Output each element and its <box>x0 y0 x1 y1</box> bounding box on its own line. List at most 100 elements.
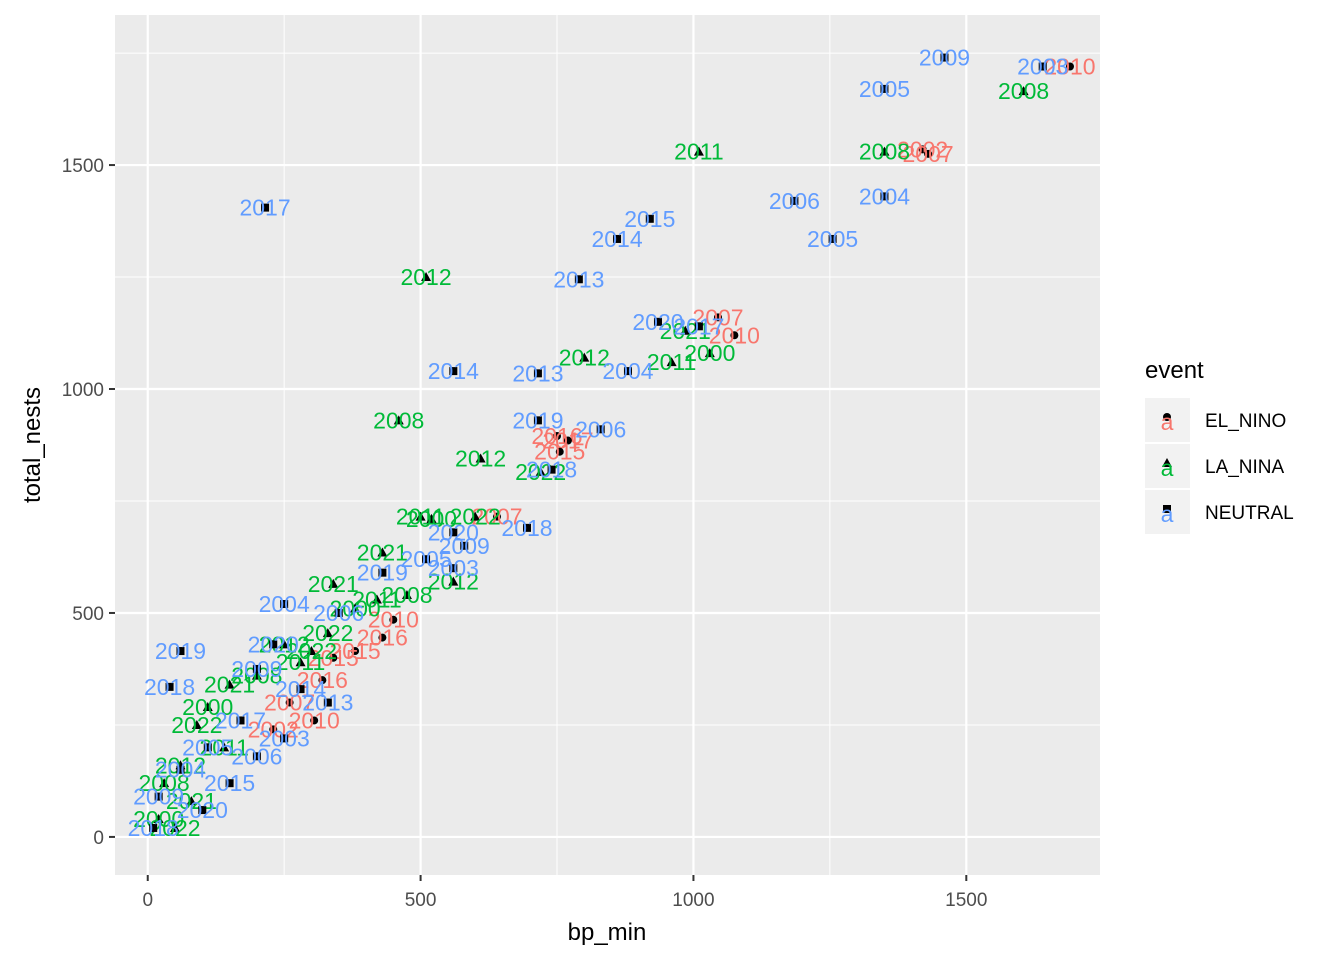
data-point-label: 2012 <box>455 445 506 471</box>
data-point-label: 2005 <box>182 734 233 760</box>
data-point <box>165 682 174 691</box>
data-point <box>328 578 339 588</box>
data-point <box>306 646 317 656</box>
data-point <box>426 513 437 523</box>
data-point <box>714 313 723 322</box>
data-point <box>422 555 431 564</box>
data-point <box>329 653 338 662</box>
data-point-label: 2013 <box>512 360 563 386</box>
data-point-label: 2015 <box>624 206 675 232</box>
y-axis-title: total_nests <box>19 387 46 503</box>
data-point-label: 2006 <box>313 600 364 626</box>
data-point-label: 2010 <box>709 322 760 348</box>
data-point <box>378 633 387 642</box>
legend-label: NEUTRAL <box>1205 503 1294 524</box>
data-point-label: 2009 <box>133 784 184 810</box>
data-point-label: 2019 <box>357 560 408 586</box>
legend-point <box>1162 458 1172 467</box>
data-point-label: 2005 <box>859 76 910 102</box>
data-point <box>225 779 234 788</box>
data-point <box>280 734 289 743</box>
y-tick-label: 1500 <box>62 156 104 177</box>
data-point <box>415 511 426 521</box>
data-point-label: 2018 <box>128 815 179 841</box>
data-point-label: 2011 <box>647 349 696 375</box>
data-point <box>563 436 572 445</box>
data-point-label: 2015 <box>204 770 255 796</box>
y-tick-label: 1000 <box>62 380 104 401</box>
data-point-label: 2004 <box>602 358 653 384</box>
data-point-label: 2003 <box>428 555 479 581</box>
data-point <box>879 146 890 156</box>
data-point <box>285 698 294 707</box>
legend-label: LA_NINA <box>1205 457 1285 478</box>
data-point-label: 2009 <box>439 533 490 559</box>
data-point <box>828 234 837 243</box>
data-point-label: 2012 <box>428 569 479 595</box>
data-point-label: 2019 <box>155 638 206 664</box>
data-point-label: 2014 <box>591 226 642 252</box>
data-point <box>203 743 212 752</box>
data-point <box>318 676 327 685</box>
data-point <box>924 149 933 158</box>
data-point <box>191 719 202 729</box>
data-point <box>880 84 889 93</box>
legend-glyph: a <box>1161 409 1174 435</box>
data-point <box>693 146 704 156</box>
data-point-label: 2010 <box>368 607 419 633</box>
grid-minor <box>115 15 1100 875</box>
data-point <box>322 628 333 638</box>
data-point-label: 2016 <box>531 423 582 449</box>
data-point-label: 2008 <box>859 139 910 165</box>
data-point <box>371 594 382 604</box>
data-point <box>149 823 158 832</box>
data-point-label: 2008 <box>373 407 424 433</box>
data-point <box>555 447 564 456</box>
data-point-label: 2006 <box>769 188 820 214</box>
data-point <box>596 425 605 434</box>
data-point <box>295 657 306 667</box>
data-point <box>492 512 501 521</box>
x-tick-label: 0 <box>142 890 153 911</box>
data-point-label: 2021 <box>166 788 217 814</box>
data-point-label: 2015 <box>308 645 359 671</box>
data-point <box>393 415 404 425</box>
data-point-label: 2000 <box>330 595 381 621</box>
data-point-label: 2008 <box>139 770 190 796</box>
data-point <box>296 685 305 694</box>
data-point-label: 2020 <box>248 631 299 657</box>
data-point-label: 2022 <box>302 620 353 646</box>
data-point-label: 2007 <box>471 504 522 530</box>
data-point-label: 2018 <box>526 457 577 483</box>
data-point-label: 2004 <box>259 591 310 617</box>
data-point <box>401 590 412 600</box>
points-layer: 2010200220072007201020162017201520072010… <box>128 45 1096 841</box>
data-point-label: 2011 <box>276 649 325 675</box>
data-point-label: 2000 <box>406 506 457 532</box>
data-point-label: 2017 <box>215 707 266 733</box>
data-point-label: 2012 <box>259 631 310 657</box>
data-point <box>377 547 388 557</box>
data-point-label: 2002 <box>897 136 948 162</box>
data-point <box>666 357 677 367</box>
x-tick-label: 1500 <box>945 890 987 911</box>
data-point-label: 2022 <box>450 504 501 530</box>
data-point <box>449 528 458 537</box>
data-point <box>704 348 715 358</box>
data-point <box>790 196 799 205</box>
data-point <box>176 765 185 774</box>
data-point-label: 2009 <box>231 656 282 682</box>
data-point <box>623 367 632 376</box>
data-point <box>279 639 290 649</box>
data-point-label: 2005 <box>400 546 451 572</box>
data-point-label: 2000 <box>182 694 233 720</box>
data-point <box>280 600 289 609</box>
data-point <box>460 541 469 550</box>
data-point <box>1038 62 1047 71</box>
y-tick-label: 0 <box>93 828 104 849</box>
data-point-label: 2018 <box>144 674 195 700</box>
data-point-label: 2006 <box>231 743 282 769</box>
data-point <box>579 352 590 362</box>
